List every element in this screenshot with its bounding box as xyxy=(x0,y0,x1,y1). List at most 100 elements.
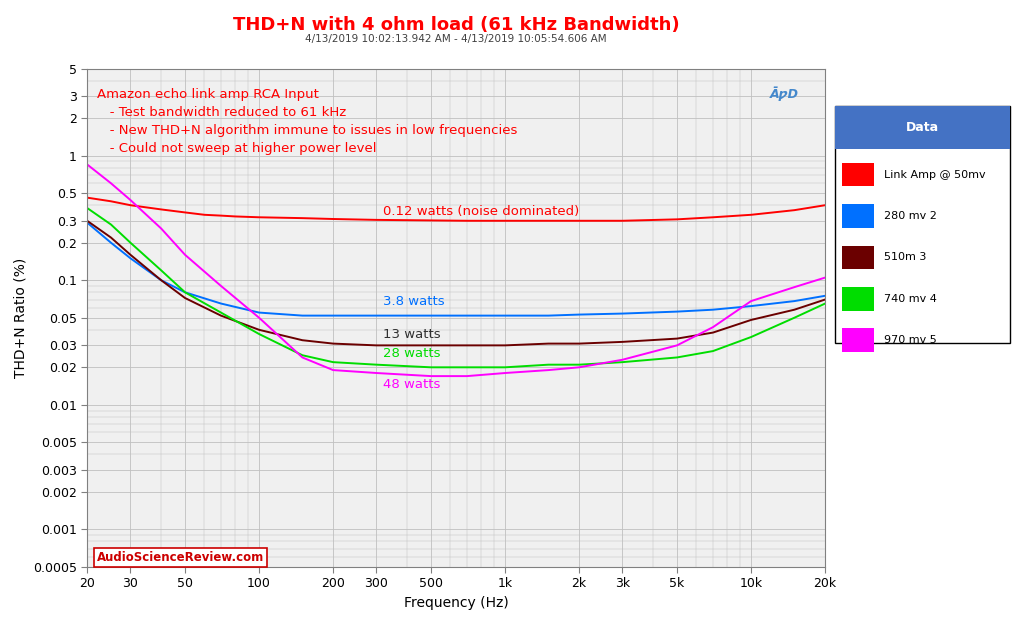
740 mv 4 xyxy=(819,300,831,307)
970 mv 5 xyxy=(819,274,831,282)
510m 3 xyxy=(707,329,720,336)
970 mv 5 xyxy=(707,323,720,331)
Link Amp @ 50mv xyxy=(370,216,382,224)
510m 3 xyxy=(425,341,438,349)
Link Amp @ 50mv xyxy=(199,211,211,219)
X-axis label: Frequency (Hz): Frequency (Hz) xyxy=(404,596,508,610)
510m 3 xyxy=(461,341,474,349)
510m 3 xyxy=(296,336,309,344)
280 mv 2 xyxy=(788,297,801,305)
Line: Link Amp @ 50mv: Link Amp @ 50mv xyxy=(87,197,825,221)
Link Amp @ 50mv xyxy=(253,214,265,221)
Text: 0.12 watts (noise dominated): 0.12 watts (noise dominated) xyxy=(383,205,579,218)
740 mv 4 xyxy=(81,204,93,212)
510m 3 xyxy=(788,306,801,313)
740 mv 4 xyxy=(671,354,684,361)
510m 3 xyxy=(155,277,167,284)
510m 3 xyxy=(215,312,228,320)
280 mv 2 xyxy=(499,312,511,320)
740 mv 4 xyxy=(707,348,720,355)
280 mv 2 xyxy=(124,255,136,262)
970 mv 5 xyxy=(745,297,757,305)
280 mv 2 xyxy=(671,308,684,315)
Link Amp @ 50mv xyxy=(573,217,585,224)
970 mv 5 xyxy=(155,225,167,232)
Link Amp @ 50mv xyxy=(616,217,628,224)
Link Amp @ 50mv xyxy=(179,209,192,216)
280 mv 2 xyxy=(425,312,438,320)
510m 3 xyxy=(179,294,192,302)
Text: 4/13/2019 10:02:13.942 AM - 4/13/2019 10:05:54.606 AM: 4/13/2019 10:02:13.942 AM - 4/13/2019 10… xyxy=(305,34,607,44)
Text: 48 watts: 48 watts xyxy=(383,378,441,391)
970 mv 5 xyxy=(81,161,93,168)
510m 3 xyxy=(745,316,757,324)
510m 3 xyxy=(253,326,265,333)
Link Amp @ 50mv xyxy=(499,217,511,224)
Text: THD+N with 4 ohm load (61 kHz Bandwidth): THD+N with 4 ohm load (61 kHz Bandwidth) xyxy=(233,16,680,34)
Text: 510m 3: 510m 3 xyxy=(885,252,927,262)
510m 3 xyxy=(105,234,117,241)
FancyBboxPatch shape xyxy=(843,163,873,186)
Text: AudioScienceReview.com: AudioScienceReview.com xyxy=(97,551,264,564)
280 mv 2 xyxy=(81,219,93,226)
970 mv 5 xyxy=(671,341,684,349)
510m 3 xyxy=(819,296,831,303)
280 mv 2 xyxy=(616,310,628,317)
510m 3 xyxy=(327,340,339,348)
740 mv 4 xyxy=(788,314,801,321)
Link Amp @ 50mv xyxy=(81,194,93,201)
740 mv 4 xyxy=(253,330,265,338)
Link Amp @ 50mv xyxy=(327,216,339,223)
740 mv 4 xyxy=(370,361,382,368)
510m 3 xyxy=(370,341,382,349)
FancyBboxPatch shape xyxy=(843,204,873,228)
FancyBboxPatch shape xyxy=(835,106,1010,343)
970 mv 5 xyxy=(461,373,474,380)
Link Amp @ 50mv xyxy=(155,206,167,213)
Link Amp @ 50mv xyxy=(425,217,438,224)
970 mv 5 xyxy=(573,364,585,371)
510m 3 xyxy=(124,251,136,259)
Link Amp @ 50mv xyxy=(461,217,474,224)
280 mv 2 xyxy=(745,302,757,310)
740 mv 4 xyxy=(327,358,339,366)
280 mv 2 xyxy=(573,311,585,318)
Link Amp @ 50mv xyxy=(671,216,684,223)
Link Amp @ 50mv xyxy=(105,197,117,205)
280 mv 2 xyxy=(542,312,555,320)
510m 3 xyxy=(542,340,555,348)
280 mv 2 xyxy=(253,309,265,316)
Link Amp @ 50mv xyxy=(745,211,757,219)
970 mv 5 xyxy=(425,373,438,380)
740 mv 4 xyxy=(542,361,555,368)
Text: 280 mv 2: 280 mv 2 xyxy=(885,211,937,221)
740 mv 4 xyxy=(179,288,192,296)
280 mv 2 xyxy=(215,300,228,307)
280 mv 2 xyxy=(819,292,831,300)
740 mv 4 xyxy=(745,333,757,341)
FancyBboxPatch shape xyxy=(843,328,873,352)
280 mv 2 xyxy=(327,312,339,320)
Text: 970 mv 5: 970 mv 5 xyxy=(885,335,937,345)
740 mv 4 xyxy=(215,309,228,316)
Link Amp @ 50mv xyxy=(788,206,801,214)
510m 3 xyxy=(616,338,628,346)
Link Amp @ 50mv xyxy=(707,214,720,221)
Line: 280 mv 2: 280 mv 2 xyxy=(87,222,825,316)
740 mv 4 xyxy=(461,364,474,371)
740 mv 4 xyxy=(616,358,628,366)
Link Amp @ 50mv xyxy=(296,214,309,222)
280 mv 2 xyxy=(461,312,474,320)
Line: 740 mv 4: 740 mv 4 xyxy=(87,208,825,368)
740 mv 4 xyxy=(105,221,117,228)
FancyBboxPatch shape xyxy=(835,106,1010,148)
970 mv 5 xyxy=(179,251,192,259)
Text: Data: Data xyxy=(906,121,939,134)
510m 3 xyxy=(499,341,511,349)
970 mv 5 xyxy=(788,283,801,291)
Text: 28 watts: 28 watts xyxy=(383,346,441,359)
970 mv 5 xyxy=(370,369,382,377)
Link Amp @ 50mv xyxy=(542,217,555,224)
510m 3 xyxy=(671,335,684,342)
Text: 740 mv 4: 740 mv 4 xyxy=(885,294,937,304)
